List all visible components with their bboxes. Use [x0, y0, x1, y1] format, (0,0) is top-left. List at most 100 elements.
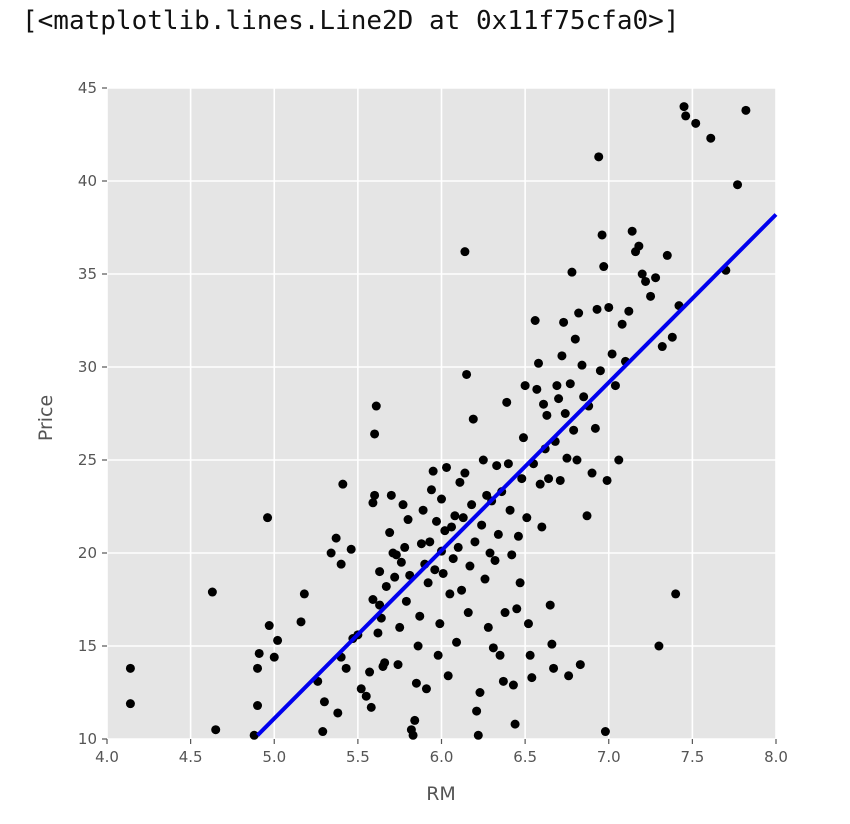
data-point	[493, 529, 503, 539]
regression-line	[256, 213, 778, 737]
data-point	[450, 511, 460, 521]
data-point	[483, 622, 493, 632]
data-point	[410, 715, 420, 725]
data-point	[577, 360, 587, 370]
data-point	[503, 459, 513, 469]
x-tick-label: 4.0	[95, 748, 119, 766]
data-point	[416, 539, 426, 549]
data-point	[624, 306, 634, 316]
x-tick-label: 7.5	[680, 748, 704, 766]
data-point	[579, 392, 589, 402]
data-point	[415, 611, 425, 621]
data-point	[477, 520, 487, 530]
data-point	[510, 719, 520, 729]
grid-lines	[106, 87, 777, 740]
data-point	[375, 567, 385, 577]
y-tick-label: 40	[78, 172, 97, 190]
data-point	[460, 468, 470, 478]
data-point	[654, 641, 664, 651]
data-point	[371, 401, 381, 411]
data-point	[610, 381, 620, 391]
data-point	[380, 658, 390, 668]
data-point	[515, 578, 525, 588]
data-point	[513, 531, 523, 541]
data-point	[597, 230, 607, 240]
data-point	[679, 102, 689, 112]
data-point	[472, 706, 482, 716]
data-point	[375, 600, 385, 610]
data-point	[365, 667, 375, 677]
data-point	[505, 505, 515, 515]
y-axis-label: Price	[35, 395, 57, 441]
data-point	[522, 513, 532, 523]
data-point	[560, 409, 570, 418]
data-point	[557, 351, 567, 361]
data-point	[741, 105, 751, 115]
data-point	[595, 366, 605, 376]
data-point	[448, 554, 458, 564]
data-point	[518, 433, 528, 443]
data-point	[211, 725, 221, 735]
data-point	[435, 619, 445, 629]
y-tick-label: 45	[78, 79, 97, 97]
data-point	[594, 152, 604, 162]
data-point	[400, 542, 410, 552]
data-point	[641, 276, 651, 286]
y-tick-label: 25	[78, 451, 97, 469]
data-point	[530, 316, 540, 325]
data-point	[525, 650, 535, 660]
data-point	[544, 474, 554, 484]
data-point	[467, 500, 477, 510]
x-tick-label: 5.0	[262, 748, 286, 766]
data-point	[125, 699, 135, 709]
data-point	[507, 550, 517, 560]
data-point	[428, 466, 438, 476]
data-point	[549, 663, 559, 673]
data-point	[590, 423, 600, 433]
data-point	[534, 358, 544, 368]
y-tick-label: 20	[78, 544, 97, 562]
data-point	[366, 702, 376, 712]
data-point	[437, 494, 446, 504]
data-point	[433, 650, 443, 660]
data-point	[552, 381, 562, 391]
data-point	[440, 526, 450, 536]
data-point	[572, 455, 582, 465]
data-point	[562, 453, 572, 463]
data-point	[468, 414, 478, 424]
data-point	[508, 680, 518, 690]
data-point	[401, 596, 411, 606]
data-point	[587, 468, 597, 478]
data-point	[465, 561, 475, 571]
data-point	[470, 537, 480, 547]
data-point	[667, 332, 677, 342]
data-point	[296, 617, 306, 627]
data-point	[438, 568, 448, 578]
data-point	[733, 180, 743, 190]
data-point	[545, 600, 555, 610]
data-point	[338, 479, 348, 489]
data-point	[447, 522, 457, 532]
data-point	[527, 673, 537, 683]
x-tick-label: 5.5	[346, 748, 370, 766]
data-point	[500, 608, 510, 618]
data-point	[373, 628, 383, 638]
cell-output-text: [<matplotlib.lines.Line2D at 0x11f75cfa0…	[22, 6, 680, 36]
data-point	[370, 490, 380, 500]
data-point	[442, 462, 452, 472]
data-point	[599, 262, 609, 272]
data-point	[361, 691, 371, 701]
data-point	[425, 537, 435, 547]
data-point	[393, 660, 403, 670]
data-point	[614, 455, 624, 465]
data-point	[517, 474, 527, 484]
data-point	[559, 317, 569, 327]
data-point	[368, 498, 378, 508]
data-point	[532, 384, 542, 394]
data-point	[396, 557, 406, 567]
data-point	[502, 397, 512, 407]
data-point	[395, 622, 405, 632]
data-point	[423, 578, 433, 588]
data-point	[554, 394, 564, 404]
